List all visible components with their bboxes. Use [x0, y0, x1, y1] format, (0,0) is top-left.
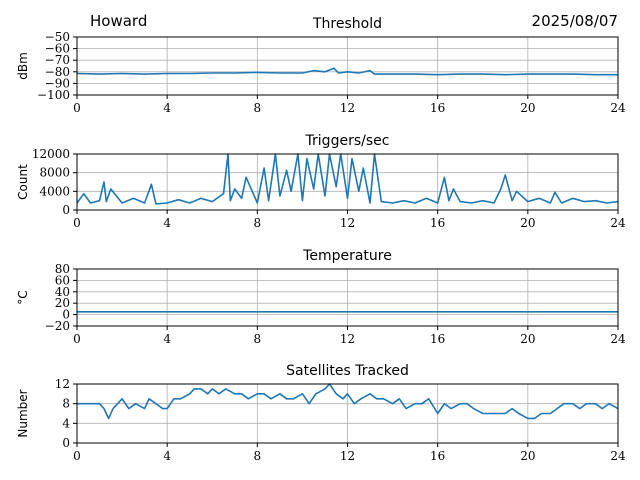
- x-tick-label: 4: [163, 449, 171, 463]
- chart-title: Threshold: [312, 16, 382, 32]
- y-tick-label: −60: [45, 42, 70, 56]
- x-tick-label: 12: [340, 332, 355, 346]
- y-tick-label: 8000: [39, 166, 70, 180]
- x-tick-label: 16: [430, 449, 445, 463]
- y-tick-label: −90: [45, 76, 70, 90]
- x-tick-label: 12: [340, 216, 355, 230]
- x-tick-label: 4: [163, 101, 171, 115]
- x-tick-label: 8: [254, 101, 262, 115]
- station-name: Howard: [90, 12, 148, 30]
- y-tick-label: −100: [37, 88, 70, 102]
- x-tick-label: 20: [520, 101, 535, 115]
- chart-title: Temperature: [302, 248, 392, 264]
- series-line: [77, 383, 619, 420]
- x-tick-label: 8: [254, 332, 262, 346]
- y-axis-label: dBm: [16, 52, 30, 80]
- y-tick-label: 80: [55, 262, 70, 276]
- chart-title: Satellites Tracked: [286, 363, 409, 379]
- x-tick-label: 0: [73, 332, 81, 346]
- y-tick-label: −70: [45, 53, 70, 67]
- y-tick-label: 4000: [39, 184, 70, 198]
- x-tick-label: 16: [430, 332, 445, 346]
- x-tick-label: 0: [73, 101, 81, 115]
- y-tick-label: 0: [62, 308, 70, 322]
- y-tick-label: −50: [45, 30, 70, 44]
- x-tick-label: 8: [254, 216, 262, 230]
- y-tick-label: 40: [55, 285, 70, 299]
- y-tick-label: 20: [55, 296, 70, 310]
- x-tick-label: 4: [163, 216, 171, 230]
- x-tick-label: 24: [610, 216, 626, 230]
- x-tick-label: 4: [163, 332, 171, 346]
- series-line: [76, 67, 618, 76]
- x-tick-label: 24: [610, 332, 626, 346]
- y-tick-label: −80: [45, 65, 70, 79]
- x-tick-label: 24: [610, 101, 626, 115]
- y-axis-label: Number: [16, 389, 30, 437]
- x-tick-label: 0: [73, 216, 81, 230]
- series-line: [76, 153, 619, 205]
- x-tick-label: 24: [610, 449, 626, 463]
- x-tick-label: 12: [340, 449, 355, 463]
- x-tick-label: 20: [520, 216, 535, 230]
- y-tick-label: 60: [55, 273, 70, 287]
- y-tick-label: 8: [62, 397, 70, 411]
- x-tick-label: 16: [430, 101, 445, 115]
- chart-title: Triggers/sec: [305, 133, 390, 149]
- y-tick-label: 12000: [32, 147, 70, 161]
- y-tick-label: 4: [62, 416, 70, 430]
- y-tick-label: 12: [55, 377, 70, 391]
- y-axis-label: °C: [16, 290, 30, 304]
- x-tick-label: 8: [254, 449, 262, 463]
- x-tick-label: 20: [520, 332, 535, 346]
- y-tick-label: 0: [62, 436, 70, 450]
- y-axis-label: Count: [16, 164, 30, 200]
- x-tick-label: 20: [520, 449, 535, 463]
- x-tick-label: 0: [73, 449, 81, 463]
- x-tick-label: 16: [430, 216, 445, 230]
- x-tick-label: 12: [340, 101, 355, 115]
- report-date: 2025/08/07: [531, 12, 618, 30]
- y-tick-label: 0: [62, 203, 70, 217]
- y-tick-label: −20: [45, 319, 70, 333]
